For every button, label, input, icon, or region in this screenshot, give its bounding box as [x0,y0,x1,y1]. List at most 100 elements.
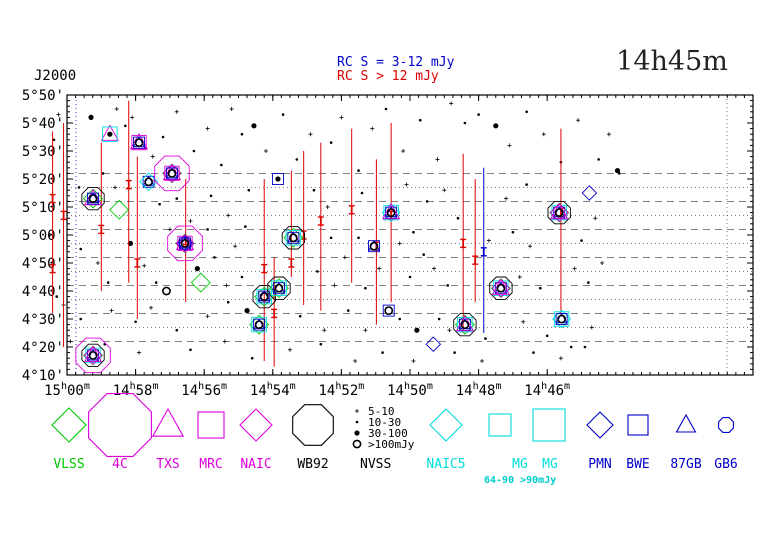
legend-label: PMN [588,457,611,472]
nvss-source [298,314,302,318]
nvss-source [106,281,110,284]
legend-symbol [532,408,566,442]
nvss-source [319,342,323,346]
nvss-source [209,194,213,198]
x-tick-label: 14h56m [181,381,227,399]
legend-label: MRC [199,457,222,472]
catalog-symbol-vlss [109,199,130,220]
catalog-symbol-4c [154,155,190,192]
nvss-source [158,202,161,206]
catalog-source [109,199,130,220]
nvss-source [346,309,350,312]
nvss-source [525,110,528,114]
nvss-source [244,225,247,228]
nvss-source [329,141,333,144]
catalog-source [489,276,513,300]
legend-entry-txs: TXS [151,407,185,472]
mg-flux-sublabel: 64-90 >90mJy [484,475,556,486]
catalog-symbol-mg [493,280,509,296]
plot-axes: 5°50' 5°40' 5°30' 5°20' 5°10' 5°00' 4°50' 4°40'… [22,88,754,399]
nvss-core [384,306,394,315]
y-tick-label: 4°10' [22,368,64,384]
nvss-source [281,113,285,116]
nvss-source [580,239,583,242]
catalog-symbol-bwe [382,304,395,317]
nvss-source [525,183,528,186]
nvss-core [275,176,281,182]
legend-label: GB6 [714,457,737,472]
catalog-symbol-mg [85,347,101,364]
y-tick-label: 4°50' [22,256,64,272]
nvss-source [463,121,467,125]
legend-entry-bwe: BWE [626,414,650,472]
catalog-symbol-vlss [268,278,289,299]
legend-label: TXS [156,457,179,472]
nvss-source [532,351,535,354]
catalog-symbol-wb92 [281,226,306,250]
catalog-source [81,186,105,211]
legend-symbol [51,407,87,443]
nvss-core [460,320,470,329]
catalog-symbol-wb92 [81,186,105,211]
catalog-source [249,314,270,335]
nvss-core [369,241,379,251]
legend-symbol [197,411,225,439]
catalog-symbol-pmn [177,235,193,252]
catalog-symbol-mg [553,311,570,327]
nvss-source [251,123,257,129]
nvss-sources [47,101,621,363]
nvss-source [240,132,244,136]
x-tick-label: 14h48m [456,381,502,399]
catalog-source [453,312,477,337]
nvss-source [422,253,426,256]
nvss-legend-label: >100mJy [368,438,415,451]
legend-label: WB92 [297,457,328,472]
x-tick-label: 14h50m [387,381,433,399]
nvss-core [386,208,396,217]
legend-entry-4c: 4C [88,393,152,472]
legend-symbol [151,407,185,437]
nvss-source [250,356,254,360]
nvss-source [226,300,230,304]
nvss-core [274,283,284,293]
legend-entry-wb92: WB92 [292,404,334,472]
legend-label: VLSS [53,457,84,472]
legend-label: BWE [626,457,649,472]
legend-entry-vlss: VLSS [51,407,87,472]
catalog-symbol-wb92 [489,276,513,300]
catalog-source [381,202,401,223]
catalog-source [425,336,442,352]
y-tick-label: 4°40' [22,284,64,300]
nvss-source [583,345,587,349]
catalog-symbol-naic [83,345,103,365]
catalog-symbol-mg [271,280,287,296]
legend-entry-mg: MG [532,408,566,472]
legend-entry-naic5: NAIC5 [426,408,466,472]
catalog-symbol-mg [457,316,473,333]
nvss-source [88,114,94,120]
nvss-source [316,270,319,273]
nvss-source [154,281,158,284]
nvss-source [79,247,83,251]
catalog-source [267,276,291,300]
legend-symbol [88,393,152,457]
catalog-source [190,272,211,293]
catalog-symbol-mg [285,230,302,246]
catalog-symbol-vlss [254,286,275,307]
catalog-symbol-wb92 [81,343,105,368]
catalog-symbol-vlss [454,314,475,335]
nvss-source [192,149,196,153]
legend-entry-pmn: PMN [586,411,614,472]
nvss-source [412,230,415,234]
legend-label: MG [512,457,528,472]
y-tick-label: 5°40' [22,116,64,132]
legend-symbol [239,408,273,442]
y-tick-label: 5°20' [22,172,64,188]
nvss-source [247,188,251,192]
catalog-sources [75,124,598,374]
nvss-source [357,236,360,240]
catalog-source [154,155,190,192]
catalog-symbol-wb92 [453,312,477,337]
legend-label: NAIC [240,457,271,472]
rc-legend-strong: RC S > 12 mJy [337,69,439,84]
